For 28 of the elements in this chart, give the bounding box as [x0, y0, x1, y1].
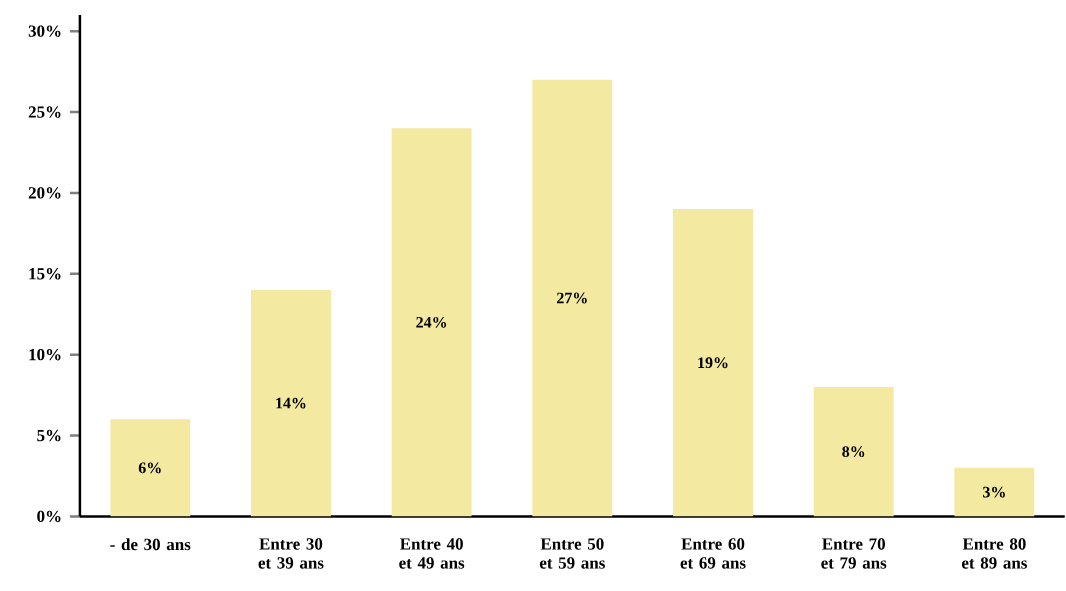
x-tick-label: Entre 70 et 79 ans — [821, 538, 887, 569]
y-tick-label: 5% — [37, 429, 61, 442]
x-tick-label: - de 30 ans — [110, 538, 191, 551]
data-label: 19% — [698, 357, 728, 368]
x-tick-label: Entre 30 et 39 ans — [258, 538, 324, 569]
y-tick-label: 25% — [28, 106, 61, 118]
bar — [673, 208, 753, 517]
y-tick-label: 20% — [28, 187, 61, 199]
bar — [391, 128, 472, 517]
x-tick-label: Entre 50 et 59 ans — [539, 538, 605, 569]
y-tick-label: 0% — [37, 510, 61, 522]
y-tick-label: 10% — [29, 348, 61, 361]
data-label: 3% — [983, 486, 1005, 498]
bar — [954, 467, 1035, 517]
bar — [813, 386, 894, 517]
data-label: 27% — [557, 292, 587, 304]
bar — [110, 419, 191, 517]
data-label: 24% — [416, 316, 447, 328]
bar — [251, 289, 331, 517]
bar — [532, 79, 613, 517]
y-tick-label: 30% — [28, 25, 61, 37]
x-tick-label: Entre 40 et 49 ans — [399, 538, 465, 569]
x-tick-label: Entre 80 et 89 ans — [961, 538, 1027, 569]
data-label: 6% — [138, 462, 161, 474]
y-tick-label: 15% — [29, 267, 61, 280]
data-label: 14% — [276, 397, 306, 409]
data-label: 8% — [842, 446, 865, 457]
x-tick-label: Entre 60 et 69 ans — [680, 538, 746, 569]
